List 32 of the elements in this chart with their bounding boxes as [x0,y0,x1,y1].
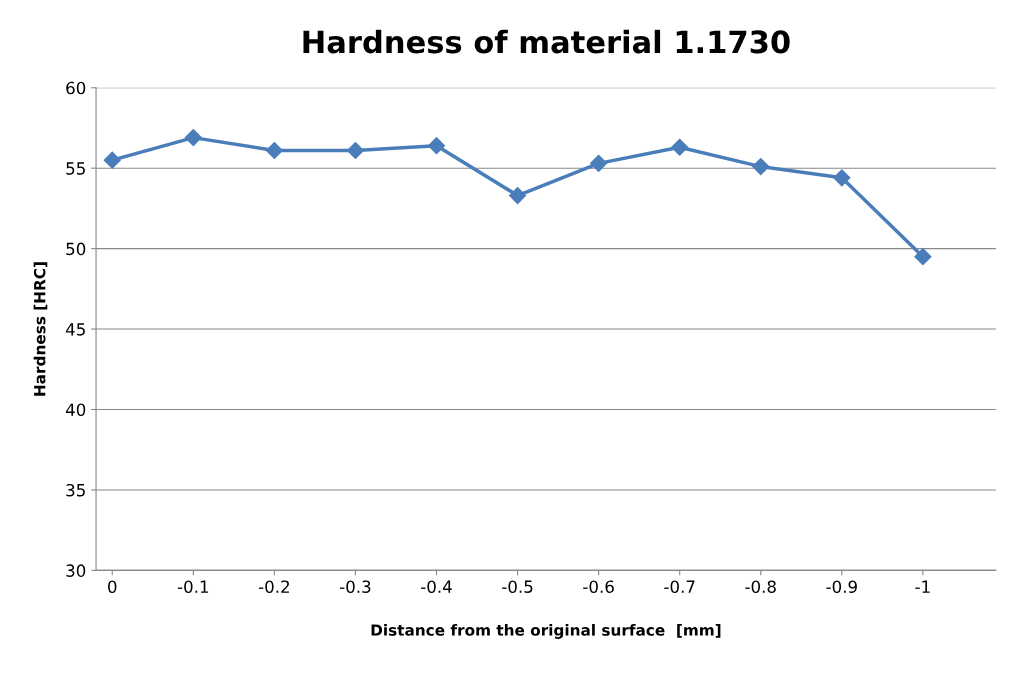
y-axis-title: Hardness [HRC] [33,262,48,396]
x-tick-label: -0.8 [745,580,776,593]
y-tick-label: 45 [65,323,85,336]
x-tick-label: -0.2 [258,580,289,593]
y-tick-label: 60 [66,81,86,95]
x-tick-label: -0.4 [421,580,452,593]
x-tick-label: -0.5 [502,580,533,593]
x-tick-label: 0 [108,580,117,593]
x-tick-label: -0.6 [583,580,614,593]
chart-title: Hardness of material 1.1730 [303,29,790,54]
point [265,141,283,160]
point [671,138,689,156]
x-tick-label: -0.9 [826,580,857,593]
x-tick-label: -1 [915,580,930,593]
y-tick-label: 50 [66,242,86,256]
point [509,186,527,205]
point [103,151,121,169]
x-tick-label: -0.3 [340,580,371,593]
point [833,169,851,187]
point [427,137,446,155]
x-tick-label: -0.1 [177,580,209,593]
x-axis-title: Distance from the original surface [mm] [371,624,721,639]
point [590,154,608,172]
point [914,248,932,266]
point [346,141,364,160]
point [752,158,770,176]
x-tick-label: -0.7 [664,580,695,593]
y-tick-label: 55 [66,162,85,175]
y-tick-label: 40 [65,403,86,417]
y-tick-label: 30 [66,564,86,577]
point [184,129,202,147]
y-tick-label: 35 [66,483,85,497]
